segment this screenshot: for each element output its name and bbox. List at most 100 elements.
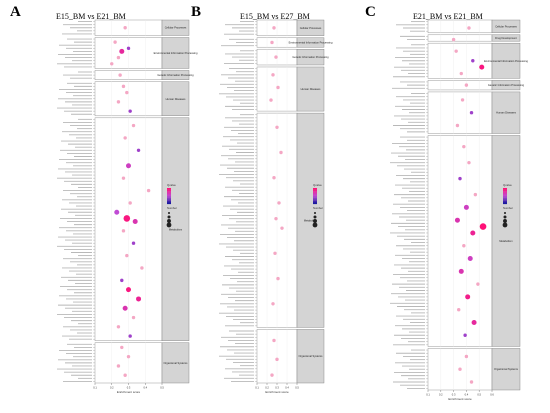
panel-b-legend-color-step — [313, 189, 317, 192]
panel-b-x-tick-label: 0.1 — [255, 386, 259, 390]
panel-c-chart: Cellular Processes Drug Development Enviro… — [390, 19, 528, 401]
panel-c-legend-size-dot — [503, 215, 507, 219]
panel-b-point — [274, 216, 278, 221]
panel-a-legend-color-step — [167, 194, 171, 197]
panel-c-point — [464, 83, 469, 87]
panel-c-facet-plot — [427, 19, 493, 34]
panel-b-legend-color-step — [313, 202, 317, 205]
panel-b-facet-strip — [296, 66, 325, 112]
panel-a-facet-label: Metabolism — [169, 227, 182, 231]
panel-a-point — [116, 325, 121, 329]
panel-c-facet-plot — [427, 80, 493, 91]
panel-c-x-axis-label: Enrichment score — [448, 397, 472, 401]
panel-a-point — [120, 278, 124, 283]
panel-a-point — [118, 73, 122, 77]
panel-a-point — [131, 315, 136, 320]
panel-a-point — [126, 287, 131, 293]
panel-a-x-tick-label: 0.3 — [127, 386, 131, 390]
panel-b-point — [272, 338, 276, 343]
panel-b-facet-label: Metabolism — [304, 218, 317, 222]
panel-b-letter: B — [191, 4, 202, 20]
panel-b-facet-label: Cellular Processes — [300, 26, 322, 30]
panel-a-legend-color-step — [167, 188, 171, 190]
panel-c-point — [467, 26, 471, 30]
panel-c-facet-strip — [491, 19, 521, 33]
panel-b-legend-color-step — [313, 192, 317, 195]
panel-b-legend-color-step — [313, 191, 317, 193]
panel-a-x-tick-label: 0.5 — [160, 386, 164, 390]
panel-c-point — [463, 333, 467, 337]
panel-b-chart: Cellular Processes Environmental Informat… — [219, 19, 333, 394]
panel-a-point — [123, 26, 127, 30]
panel-a-point — [136, 148, 141, 153]
panel-c-legend: Qvalue Number — [502, 183, 513, 228]
panel-c-point — [455, 123, 460, 128]
panel-c-x-tick-label: 0.4 — [465, 393, 469, 397]
panel-a-facet-strip — [161, 70, 190, 80]
panel-c-point — [469, 380, 474, 384]
panel-c-point — [464, 354, 469, 359]
panel-b-legend-color-step — [313, 196, 317, 198]
panel-b-legend: Qvalue Number — [312, 183, 323, 228]
panel-a-legend-color-step — [167, 197, 171, 200]
panel-b-facet-label: Genetic Information Processing — [292, 55, 329, 59]
panel-b-point — [276, 276, 280, 281]
panel-b-legend-size-dot — [313, 211, 317, 215]
panel-a-point — [126, 46, 131, 51]
panel-b-facet-strip — [296, 329, 325, 384]
panel-b-point — [269, 98, 273, 102]
panel-a-point — [121, 229, 126, 233]
panel-c-title: E21_BM vs E21_BM — [413, 12, 483, 21]
panel-b-legend-color-step — [313, 199, 317, 201]
panel-b-point — [270, 40, 274, 45]
panel-a-point — [116, 364, 121, 368]
panel-c-letter: C — [365, 4, 376, 20]
panel-c-x-tick-label: 0.2 — [439, 393, 443, 397]
panel-b-x-tick-label: 0.2 — [265, 386, 269, 390]
panel-c-legend-color-step — [503, 189, 507, 192]
panel-b-point — [272, 176, 276, 180]
panel-a-facet-strip — [161, 37, 190, 69]
panel-c-facet-strip — [491, 348, 521, 391]
panel-a-legend-color-step — [167, 191, 171, 193]
panel-c-point — [471, 319, 477, 325]
panel-c-facet-plot — [427, 135, 493, 347]
panel-b-legend-size-dot — [313, 215, 317, 219]
panel-a-point — [132, 219, 138, 225]
panel-b-point — [271, 302, 275, 306]
panel-b-legend-color-step — [313, 197, 317, 200]
panel-b-facet-strip — [296, 49, 325, 66]
panel-b-legend-color-step — [313, 188, 317, 190]
panel-c-legend-size-dot — [502, 222, 508, 228]
panel-b-title: E15_BM vs E27_BM — [240, 12, 310, 21]
panel-c-legend-color-step — [503, 199, 507, 201]
panel-a-point — [131, 241, 136, 245]
panel-a-x-tick-label: 0.4 — [143, 386, 147, 390]
panel-b-point — [270, 373, 274, 377]
panel-a-point — [121, 176, 126, 180]
panel-b-point — [273, 251, 277, 256]
panel-c-legend-color-step — [503, 188, 507, 190]
panel-a-point — [116, 55, 121, 60]
panel-c-point — [471, 59, 475, 63]
panel-a-point — [123, 136, 127, 140]
panel-c-facet-strip — [491, 42, 521, 79]
panel-b-x-tick-label: 0.3 — [275, 386, 279, 390]
panel-a-legend-number-title: Number — [167, 206, 177, 210]
panel-c-legend-size-dot — [503, 211, 507, 215]
panel-a-point — [123, 373, 127, 377]
panel-b-x-tick-label: 0.4 — [285, 386, 289, 390]
panel-a-facet-label: Human Diseases — [166, 97, 186, 101]
panel-a-point — [128, 109, 132, 113]
panel-a-title: E15_BM vs E21_BM — [56, 12, 126, 21]
panel-b-legend-size-dot — [312, 222, 318, 228]
panel-c-point — [454, 217, 460, 223]
panel-a-legend-color-step — [167, 192, 171, 195]
panel-c-point — [479, 64, 485, 70]
panel-b-legend-color-step — [313, 194, 317, 197]
panel-b-legend-color-step — [313, 200, 317, 203]
panel-c-legend-color-step — [503, 192, 507, 195]
panel-a-legend-size-dot — [166, 222, 172, 228]
panel-c-legend-size-dot — [503, 219, 507, 223]
